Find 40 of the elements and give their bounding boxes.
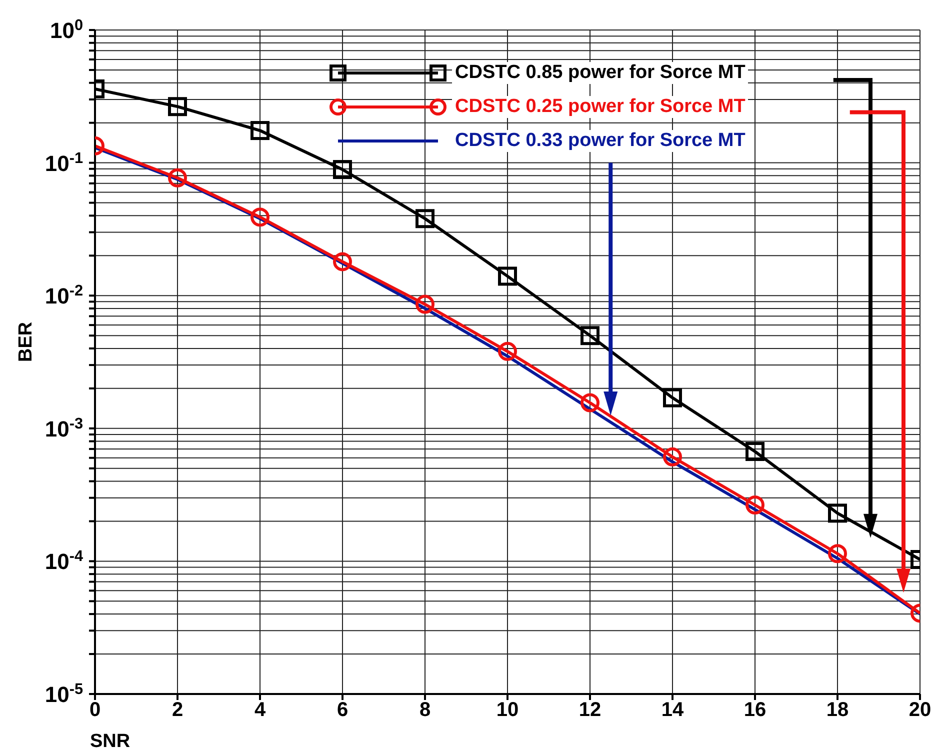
point (663, 388, 682, 408)
point (498, 266, 517, 286)
x-tick-label: 4 (254, 699, 266, 722)
point (663, 447, 682, 466)
point (828, 504, 847, 523)
x-tick-label: 14 (661, 699, 684, 722)
point (580, 326, 600, 346)
point (333, 160, 352, 180)
point (250, 121, 270, 140)
y-axis-title: BER (16, 322, 37, 362)
point (416, 294, 434, 314)
legend-label: CDSTC 0.25 power for Sorce MT (452, 96, 748, 118)
x-tick-label: 10 (496, 699, 519, 722)
legend-label: CDSTC 0.85 power for Sorce MT (452, 62, 748, 84)
x-tick-label: 12 (578, 699, 602, 722)
point (580, 393, 600, 412)
x-tick-label: 8 (419, 699, 431, 722)
y-tick-label: 10$^{-4}$ (44, 548, 84, 574)
x-tick-label: 20 (908, 699, 932, 722)
text: CDSTC 0.33 power for Sorce MT (452, 130, 748, 152)
point (416, 209, 434, 228)
y-tick-label: 10$^{-2}$ (44, 282, 83, 309)
y-tick-label: 10$^{-5}$ (44, 680, 84, 707)
point (498, 342, 517, 361)
x-tick-label: 18 (826, 699, 849, 722)
x-tick-label: 2 (172, 699, 184, 722)
y-tick-label: 10$^{0}$ (50, 16, 83, 43)
point (746, 442, 764, 461)
point (828, 544, 847, 564)
y-tick-label: 10$^{-1}$ (44, 149, 84, 176)
x-tick-label: 6 (336, 699, 348, 722)
point (746, 495, 764, 514)
point (168, 97, 187, 116)
point (250, 208, 270, 227)
x-axis-title: SNR (90, 731, 130, 750)
point (333, 252, 352, 272)
x-tick-label: 16 (744, 699, 766, 722)
y-tick-label: 10$^{-3}$ (44, 414, 83, 442)
point (168, 168, 187, 188)
x-tick-label: 0 (89, 699, 101, 722)
